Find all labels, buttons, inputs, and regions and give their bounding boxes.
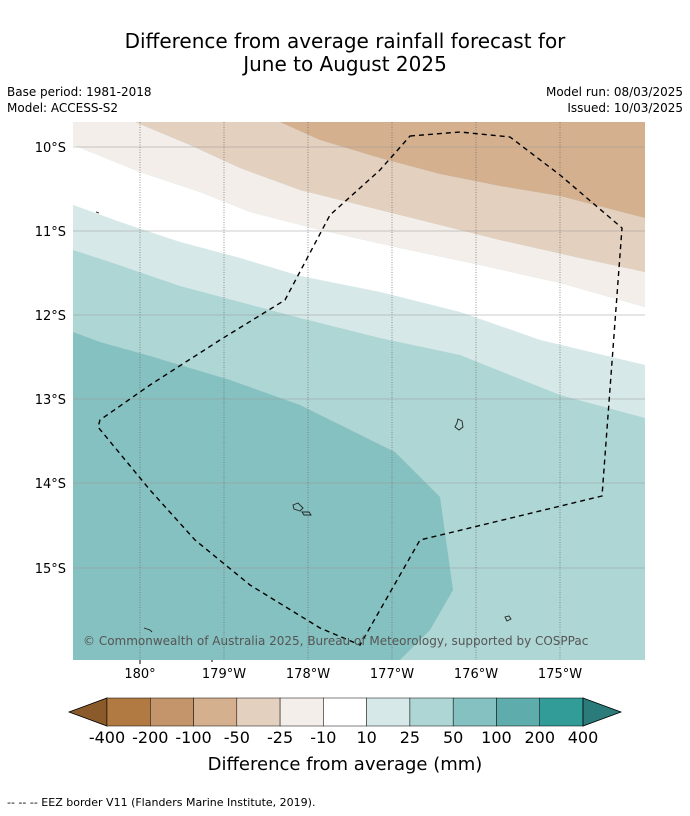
band-minus-10 [73, 122, 645, 307]
colorbar-swatch [150, 697, 194, 727]
island-small-icon [504, 615, 512, 622]
colorbar-swatch [366, 697, 411, 727]
colorbar-tick: 400 [568, 728, 599, 747]
colorbar-swatch [452, 697, 497, 727]
map-area: © Commonwealth of Australia 2025, Bureau… [73, 122, 645, 660]
colorbar-tick: 25 [400, 728, 420, 747]
colorbar-tick: 100 [481, 728, 512, 747]
lat-label: 10°S [35, 141, 66, 156]
colorbar-tick: 10 [356, 728, 376, 747]
colorbar-tick: -25 [267, 728, 293, 747]
colorbar-swatch [409, 697, 454, 727]
copyright-text: © Commonwealth of Australia 2025, Bureau… [83, 634, 588, 648]
bottom-ticks [139, 660, 213, 664]
colorbar-swatch [236, 697, 281, 727]
island-west-fragment-icon [143, 627, 153, 633]
colorbar-swatch [496, 697, 540, 727]
band-neutral [73, 145, 645, 365]
band-minus-50 [280, 122, 645, 218]
colorbar-tick: -100 [175, 728, 211, 747]
eez-footer-note: -- -- -- EEZ border V11 (Flanders Marine… [7, 796, 316, 809]
colorbar-tick: 50 [443, 728, 463, 747]
lon-label: 176°W [454, 667, 498, 682]
lon-label: 179°W [202, 667, 246, 682]
model-name: Model: ACCESS-S2 [7, 101, 119, 115]
colorbar-tick: -10 [310, 728, 336, 747]
island-samoa-savaii-icon [292, 502, 304, 512]
colorbar-tick: 200 [524, 728, 555, 747]
colorbar [67, 697, 623, 727]
colorbar-swatch [279, 697, 324, 727]
base-period: Base period: 1981-2018 [7, 85, 152, 99]
band-25-50 [73, 205, 645, 418]
meta-right: Model run: 08/03/2025 Issued: 10/03/2025 [546, 84, 683, 116]
lon-label: 175°W [538, 667, 582, 682]
meta-left: Base period: 1981-2018 Model: ACCESS-S2 [7, 84, 152, 116]
colorbar-swatch [106, 697, 151, 727]
colorbar-arrow-left [67, 697, 108, 727]
lat-gridlines [73, 146, 645, 569]
lat-label: 11°S [35, 225, 66, 240]
colorbar-tick: -400 [89, 728, 125, 747]
contour-fragment [95, 211, 100, 214]
model-run: Model run: 08/03/2025 [545, 85, 683, 99]
lat-labels: 10°S 11°S 12°S 13°S 14°S 15°S [35, 141, 66, 577]
band-100-200 [73, 332, 453, 660]
lat-label: 12°S [35, 309, 66, 324]
lat-label: 14°S [35, 477, 66, 492]
lat-label: 13°S [35, 393, 66, 408]
colorbar-swatch [323, 697, 367, 727]
lon-label: 180° [124, 667, 155, 682]
issued-date: Issued: 10/03/2025 [567, 101, 683, 115]
lon-label: 177°W [370, 667, 414, 682]
band-minus-25 [135, 122, 645, 272]
title-line-2: June to August 2025 [243, 52, 447, 76]
chart-title: Difference from average rainfall forecas… [0, 30, 690, 76]
colorbar-swatch [193, 697, 238, 727]
island-niuafoou-icon [454, 418, 464, 431]
colorbar-swatch [539, 697, 584, 727]
eez-border [97, 131, 623, 646]
colorbar-label: Difference from average (mm) [208, 754, 483, 775]
colorbar-arrow-right [582, 697, 623, 727]
lat-label: 15°S [35, 562, 66, 577]
lon-labels: 180° 179°W 178°W 177°W 176°W 175°W [124, 667, 582, 682]
colorbar-tick: -50 [224, 728, 250, 747]
island-samoa-upolu-icon [301, 511, 312, 516]
lon-gridlines [139, 122, 561, 660]
lon-label: 178°W [286, 667, 330, 682]
colorbar-tick-labels: -400 -200 -100 -50 -25 -10 10 25 50 100 200 400 [89, 728, 598, 747]
title-line-1: Difference from average rainfall forecas… [124, 29, 566, 53]
colorbar-tick: -200 [132, 728, 168, 747]
